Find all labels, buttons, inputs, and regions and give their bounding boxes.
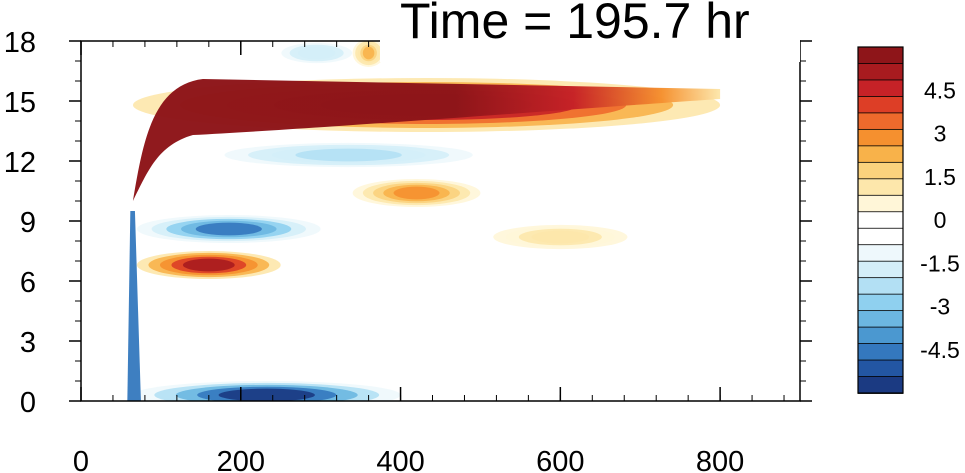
colorbar-tick-label: 3: [934, 121, 947, 147]
contour-level: [297, 46, 336, 60]
colorbar-segment: [857, 376, 904, 394]
colorbar-tick-label: 1.5: [924, 164, 956, 190]
contour-level: [218, 388, 315, 401]
colorbar-segment: [857, 178, 904, 197]
colorbar-segment: [857, 79, 904, 98]
contour-level: [531, 230, 590, 244]
colorbar-segment: [857, 277, 904, 296]
chart-title: Time = 195.7 hr: [400, 0, 750, 49]
y-tick-label: 9: [20, 207, 36, 239]
y-tick-label: 12: [4, 147, 36, 179]
contour-level: [295, 148, 402, 162]
colorbar-frame: [857, 46, 904, 394]
x-tick-label: 400: [376, 446, 424, 473]
y-tick-label: 18: [4, 27, 36, 59]
plot-area: 0 200 400 600 800 0 3 6 9 12 15 18: [4, 27, 812, 473]
y-axis: 0 3 6 9 12 15 18: [4, 27, 812, 419]
colorbar-tick-label: -4.5: [920, 337, 960, 363]
x-tick-label: 600: [536, 446, 584, 473]
colorbar-segment: [857, 293, 904, 312]
colorbar-segment: [857, 244, 904, 263]
field-feature-blob-positive: [480, 223, 641, 251]
colorbar-segment: [857, 211, 904, 230]
contour-level: [393, 186, 440, 200]
colorbar-segment: [857, 227, 904, 246]
colorbar-tick-label: -3: [930, 294, 950, 320]
colorbar-segment: [857, 359, 904, 378]
x-tick-label: 200: [217, 446, 265, 473]
colorbar-tick-label: 4.5: [924, 77, 956, 103]
x-tick-label: 800: [696, 446, 744, 473]
field-feature-blob-positive: [352, 179, 481, 207]
y-tick-label: 0: [20, 387, 36, 419]
colorbar-segment: [857, 96, 904, 114]
field-feature-band-negative: [132, 381, 401, 401]
colorbar-segment: [857, 63, 904, 81]
contour-level: [182, 258, 235, 272]
field-feature-blob-negative: [264, 41, 369, 67]
colorbar-tick-label: 0: [934, 207, 947, 233]
colorbar-segment: [857, 260, 904, 279]
streak-mark: [127, 211, 141, 401]
colorbar-segment: [857, 194, 904, 213]
heatmap-field: [127, 41, 721, 401]
main-positive-band: [132, 79, 721, 201]
field-feature-blob-negative: [136, 215, 321, 243]
colorbar-tick-label: -1.5: [920, 250, 960, 276]
y-tick-label: 3: [20, 327, 36, 359]
field-feature-blob-positive: [352, 41, 385, 67]
colorbar-segment: [857, 343, 904, 361]
colorbar-segment: [857, 112, 904, 131]
title-backdrop: [380, 0, 800, 62]
y-tick-label: 15: [4, 87, 36, 119]
contour-level: [362, 46, 375, 60]
field-feature-streak-negative: [127, 211, 141, 401]
colorbar-segment: [857, 161, 904, 180]
colorbar-segment: [857, 326, 904, 345]
field-feature-band-negative: [200, 141, 497, 169]
x-tick-label: 0: [73, 446, 89, 473]
colorbar-segment: [857, 128, 904, 147]
y-tick-label: 6: [20, 267, 36, 299]
field-feature-blob-positive: [136, 251, 281, 279]
colorbar-segment: [857, 46, 904, 65]
colorbar-segment: [857, 310, 904, 328]
contour-level: [195, 222, 262, 236]
colorbar: 4.5 3 1.5 0 -1.5 -3 -4.5: [857, 46, 960, 394]
colorbar-segment: [857, 145, 904, 164]
